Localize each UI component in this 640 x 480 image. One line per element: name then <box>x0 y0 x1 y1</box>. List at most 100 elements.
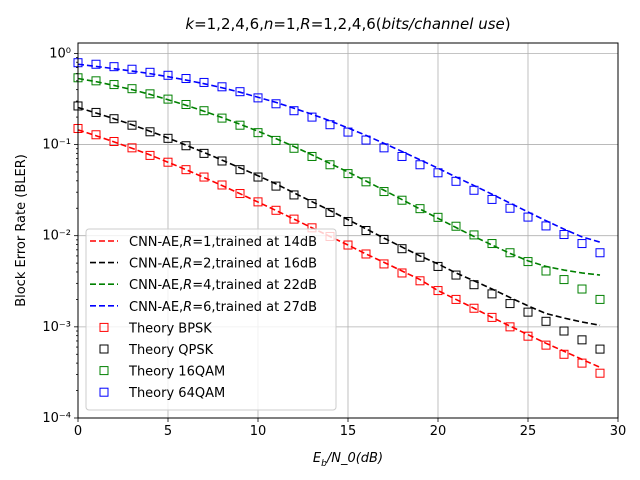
theory-marker <box>109 136 119 146</box>
theory-marker <box>505 322 515 332</box>
theory-marker <box>523 307 533 317</box>
theory-marker <box>595 368 605 378</box>
theory-marker <box>577 284 587 294</box>
theory-marker <box>397 244 407 254</box>
theory-marker <box>289 143 299 153</box>
theory-marker <box>505 203 515 213</box>
legend-box <box>85 228 337 411</box>
theory-marker <box>559 349 569 359</box>
theory-marker <box>217 180 227 190</box>
x-tick-label: 5 <box>164 424 172 439</box>
x-tick-label: 15 <box>340 424 357 439</box>
theory-marker <box>181 165 191 175</box>
theory-marker <box>109 62 119 72</box>
theory-marker <box>505 248 515 258</box>
x-tick-label: 20 <box>430 424 447 439</box>
cnn-ae-curve <box>77 129 601 369</box>
theory-marker <box>109 80 119 90</box>
grid <box>77 43 619 419</box>
theory-marker <box>505 299 515 309</box>
theory-marker <box>595 294 605 304</box>
theory-marker <box>523 331 533 341</box>
theory-marker <box>379 187 389 197</box>
ticks: 0 5 10 15 20 25 30 10⁻⁴ 10⁻³ 10⁻² 10⁻¹ 10⁰ <box>42 46 626 439</box>
theory-marker <box>433 261 443 271</box>
theory-marker <box>451 221 461 231</box>
x-tick-label: 30 <box>610 424 627 439</box>
x-axis-label: Eb/N_0(dB) <box>313 451 383 469</box>
legend-marker-swatch <box>99 322 109 332</box>
theory-marker <box>523 257 533 267</box>
theory-marker <box>253 93 263 103</box>
theory-marker <box>469 280 479 290</box>
theory-marker <box>307 151 317 161</box>
theory-marker <box>289 190 299 200</box>
x-tick-label: 10 <box>250 424 267 439</box>
theory-marker <box>469 185 479 195</box>
theory-marker <box>127 64 137 74</box>
x-tick-label: 25 <box>520 424 537 439</box>
theory-marker <box>253 197 263 207</box>
theory-marker <box>451 294 461 304</box>
theory-marker <box>217 156 227 166</box>
theory-marker <box>181 74 191 84</box>
cnn-ae-curve <box>77 106 601 327</box>
theory-marker <box>541 340 551 350</box>
theory-marker <box>343 169 353 179</box>
theory-marker <box>361 226 371 236</box>
theory-marker <box>559 230 569 240</box>
legend-marker-swatch <box>99 387 109 397</box>
theory-marker <box>163 70 173 80</box>
y-axis-label: Block Error Rate (BLER) <box>14 154 29 307</box>
theory-marker <box>127 120 137 130</box>
theory-marker <box>199 77 209 87</box>
legend: CNN-AE,R=1,trained at 14dB CNN-AE,R=2,tra… <box>85 228 337 411</box>
theory-marker <box>397 268 407 278</box>
theory-marker <box>343 240 353 250</box>
theory-marker <box>397 195 407 205</box>
theory-marker <box>199 172 209 182</box>
theory-marker <box>163 133 173 143</box>
theory-marker <box>253 172 263 182</box>
theory-marker <box>181 99 191 109</box>
theory-marker <box>145 89 155 99</box>
theory-marker <box>199 148 209 158</box>
theory-marker <box>289 214 299 224</box>
theory-marker <box>217 113 227 123</box>
theory-marker <box>577 239 587 249</box>
theory-marker <box>235 189 245 199</box>
theory-marker <box>487 194 497 204</box>
theory-marker <box>163 94 173 104</box>
theory-marker <box>217 82 227 92</box>
y-tick-label: 10⁻⁴ <box>42 411 71 426</box>
theory-marker <box>541 316 551 326</box>
theory-marker <box>307 112 317 122</box>
theory-marker <box>541 266 551 276</box>
theory-marker <box>451 270 461 280</box>
theory-marker <box>199 106 209 116</box>
theory-marker <box>559 275 569 285</box>
theory-markers <box>73 58 605 378</box>
cnn-ae-curve <box>77 77 601 276</box>
legend-label: Theory QPSK <box>128 343 214 358</box>
theory-marker <box>361 177 371 187</box>
legend-label: Theory BPSK <box>128 321 212 336</box>
theory-marker <box>145 150 155 160</box>
theory-marker <box>307 199 317 209</box>
theory-marker <box>325 207 335 217</box>
legend-label: CNN-AE,R=1,trained at 14dB <box>129 235 317 250</box>
theory-marker <box>487 239 497 249</box>
theory-marker <box>433 286 443 296</box>
theory-marker <box>343 127 353 137</box>
y-tick-label: 10⁻³ <box>42 320 71 335</box>
theory-marker <box>145 67 155 77</box>
x-tick-label: 0 <box>74 424 82 439</box>
theory-marker <box>361 135 371 145</box>
theory-marker <box>379 234 389 244</box>
theory-marker <box>559 326 569 336</box>
theory-marker <box>415 204 425 214</box>
theory-marker <box>181 141 191 151</box>
theory-marker <box>433 212 443 222</box>
theory-marker <box>127 84 137 94</box>
